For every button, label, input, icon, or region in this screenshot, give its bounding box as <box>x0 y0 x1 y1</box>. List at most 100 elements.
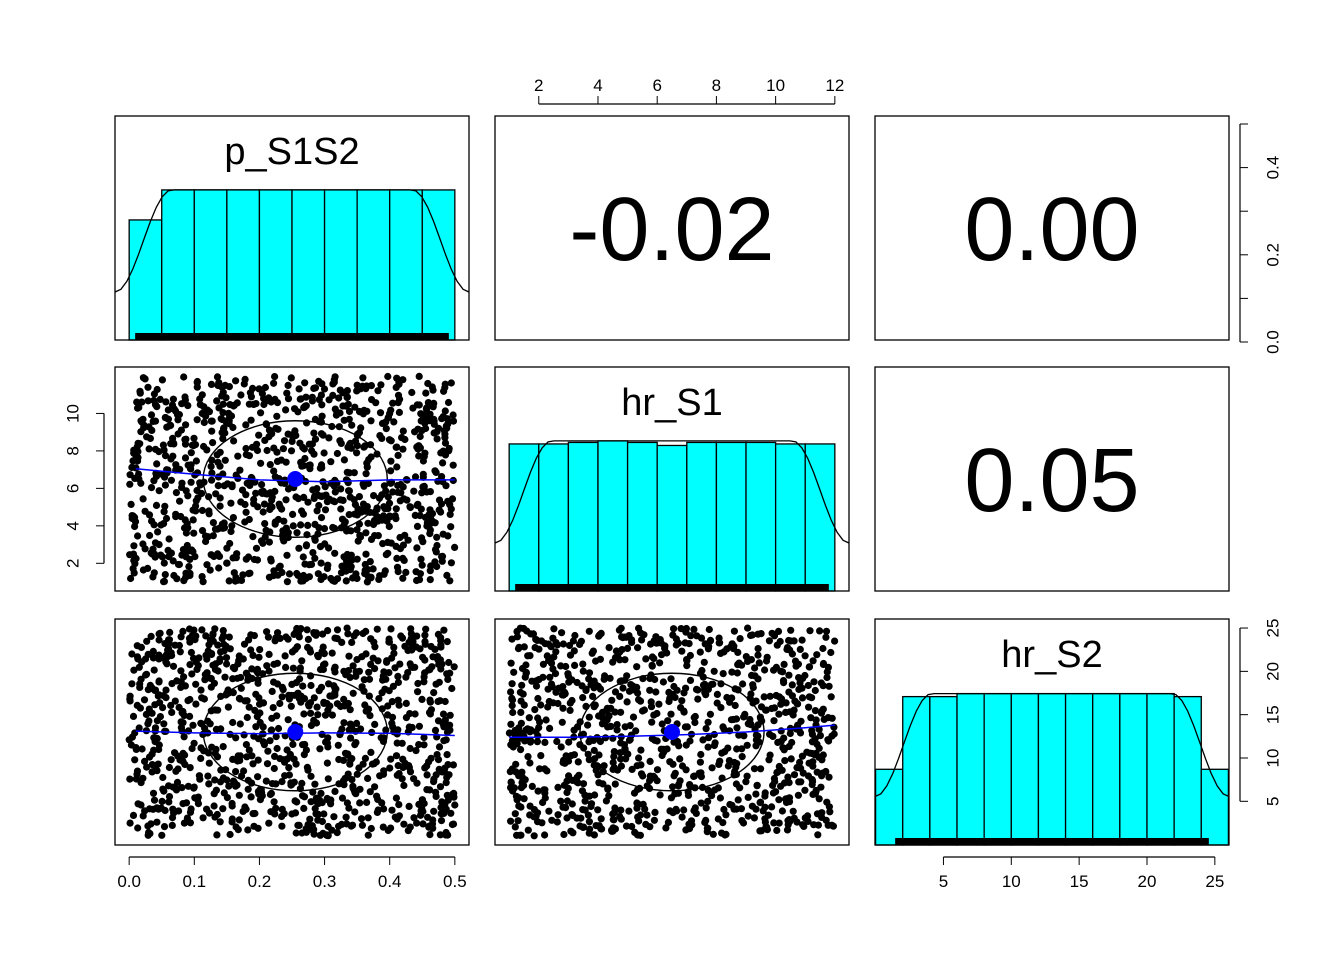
scatter-point <box>541 640 549 648</box>
panel-frame <box>114 618 470 846</box>
scatter-point <box>280 756 288 764</box>
scatter-point <box>311 554 319 562</box>
scatter-point <box>174 430 182 438</box>
scatter-point <box>696 758 705 766</box>
scatter-point <box>302 746 310 754</box>
scatter-point <box>613 721 621 729</box>
scatter-point <box>379 823 387 831</box>
scatter-point <box>135 403 143 412</box>
scatter-point <box>617 755 625 763</box>
scatter-point <box>362 385 370 393</box>
scatter-point <box>351 501 359 509</box>
scatter-point <box>566 706 574 715</box>
scatter-point <box>344 526 352 535</box>
scatter-point <box>192 457 200 465</box>
scatter-point <box>362 470 370 478</box>
scatter-point <box>695 769 703 777</box>
scatter-point <box>208 469 216 477</box>
scatter-point <box>130 449 138 457</box>
scatter-point <box>518 681 526 689</box>
scatter-point <box>325 434 333 442</box>
scatter-point <box>229 663 237 672</box>
scatter-point <box>306 465 314 473</box>
hist-bar <box>715 441 747 592</box>
scatter-point <box>449 761 457 769</box>
hist-bar <box>323 189 358 341</box>
scatter-point <box>161 452 170 460</box>
scatter-point <box>564 757 573 765</box>
scatter-point <box>622 822 631 830</box>
scatter-point <box>824 714 832 722</box>
scatter-point <box>278 693 286 701</box>
scatter-point <box>395 380 403 388</box>
scatter-point <box>126 697 134 705</box>
scatter-point <box>420 673 428 681</box>
scatter-point <box>732 715 741 723</box>
scatter-point <box>254 679 262 687</box>
scatter-point <box>642 820 650 829</box>
scatter-point <box>708 764 716 772</box>
scatter-point <box>178 784 186 792</box>
scatter-point <box>394 672 402 681</box>
scatter-point <box>175 641 183 650</box>
correlation-ellipse <box>579 672 765 792</box>
scatter-point <box>770 774 779 783</box>
scatter-point <box>235 816 243 824</box>
scatter-point <box>213 810 221 819</box>
scatter-point <box>591 755 599 763</box>
scatter-point <box>307 772 315 780</box>
scatter-point <box>299 682 307 690</box>
scatter-point <box>168 401 177 409</box>
scatter-point <box>269 704 277 712</box>
scatter-point <box>198 506 206 515</box>
scatter-point <box>225 383 233 391</box>
scatter-point <box>263 662 271 670</box>
scatter-point <box>167 476 175 484</box>
scatter-point <box>704 645 713 653</box>
scatter-point <box>311 384 320 392</box>
scatter-point <box>215 657 224 666</box>
scatter-point <box>775 796 783 804</box>
scatter-point <box>432 792 440 801</box>
scatter-point <box>736 635 744 643</box>
scatter-point <box>604 784 612 792</box>
scatter-point <box>625 807 633 815</box>
scatter-point <box>437 637 445 645</box>
scatter-point <box>799 821 807 829</box>
scatter-point <box>347 444 355 452</box>
scatter-point <box>412 643 420 651</box>
scatter-point <box>691 712 699 721</box>
scatter-point <box>299 792 307 800</box>
scatter-point <box>642 655 650 663</box>
scatter-point <box>309 549 317 557</box>
scatter-point <box>285 764 293 772</box>
scatter-point <box>750 765 759 773</box>
scatter-point <box>140 696 149 704</box>
scatter-point <box>158 797 166 806</box>
hist-bar <box>389 189 423 341</box>
scatter-point <box>808 730 817 738</box>
scatter-point <box>310 494 318 502</box>
scatter-point <box>428 820 437 828</box>
scatter-point <box>427 706 435 714</box>
scatter-point <box>335 822 343 830</box>
scatter-point <box>243 713 251 722</box>
scatter-point <box>585 713 593 721</box>
scatter-point <box>781 757 789 765</box>
scatter-point <box>770 666 778 674</box>
scatter-point <box>755 659 763 667</box>
scatter-point <box>314 651 322 659</box>
scatter-point <box>785 671 793 679</box>
scatter-point <box>514 817 522 825</box>
scatter-point <box>411 473 420 481</box>
scatter-point <box>678 697 686 705</box>
scatter-point <box>266 790 274 799</box>
scatter-point <box>411 428 419 436</box>
scatter-point <box>827 648 835 657</box>
scatter-point <box>273 457 282 465</box>
scatter-point <box>433 435 441 443</box>
scatter-point <box>446 577 454 585</box>
scatter-point <box>149 545 157 553</box>
scatter-point <box>323 759 331 767</box>
scatter-point <box>575 771 583 779</box>
